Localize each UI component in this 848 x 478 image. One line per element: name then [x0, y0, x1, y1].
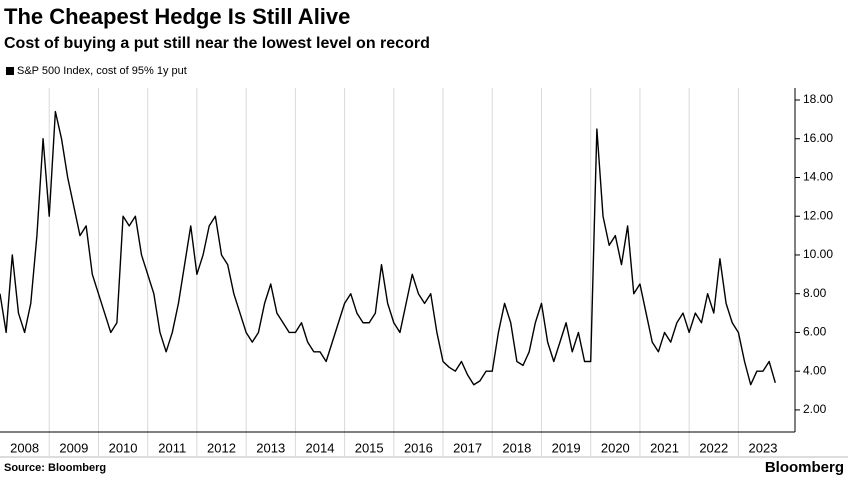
x-tick-label: 2022 [699, 440, 728, 455]
x-tick-label: 2023 [749, 440, 778, 455]
x-tick-label: 2021 [650, 440, 679, 455]
x-tick-label: 2019 [552, 440, 581, 455]
y-tick-label: 14.00 [803, 170, 833, 184]
brand: Bloomberg [765, 459, 844, 476]
y-tick-label: 8.00 [803, 286, 827, 300]
x-tick-label: 2012 [207, 440, 236, 455]
chart-subtitle: Cost of buying a put still near the lowe… [4, 35, 430, 52]
y-tick-label: 16.00 [803, 131, 833, 145]
x-tick-label: 2014 [306, 440, 335, 455]
y-tick-label: 2.00 [803, 402, 827, 416]
y-tick-label: 12.00 [803, 208, 833, 222]
x-tick-label: 2015 [355, 440, 384, 455]
legend-swatch [6, 67, 14, 75]
x-tick-label: 2013 [256, 440, 285, 455]
y-tick-label: 6.00 [803, 325, 827, 339]
series-line [0, 110, 776, 386]
x-tick-label: 2010 [109, 440, 138, 455]
source: Source: Bloomberg [4, 462, 106, 474]
y-tick-label: 10.00 [803, 247, 833, 261]
y-tick-label: 4.00 [803, 363, 827, 377]
x-tick-label: 2020 [601, 440, 630, 455]
x-tick-label: 2011 [158, 440, 186, 455]
x-tick-label: 2017 [453, 440, 482, 455]
x-tick-label: 2016 [404, 440, 433, 455]
legend-label: S&P 500 Index, cost of 95% 1y put [17, 65, 187, 77]
x-tick-label: 2018 [502, 440, 531, 455]
y-tick-label: 18.00 [803, 92, 833, 106]
x-tick-label: 2009 [59, 440, 88, 455]
x-tick-label: 2008 [10, 440, 39, 455]
chart-title: The Cheapest Hedge Is Still Alive [4, 4, 350, 29]
